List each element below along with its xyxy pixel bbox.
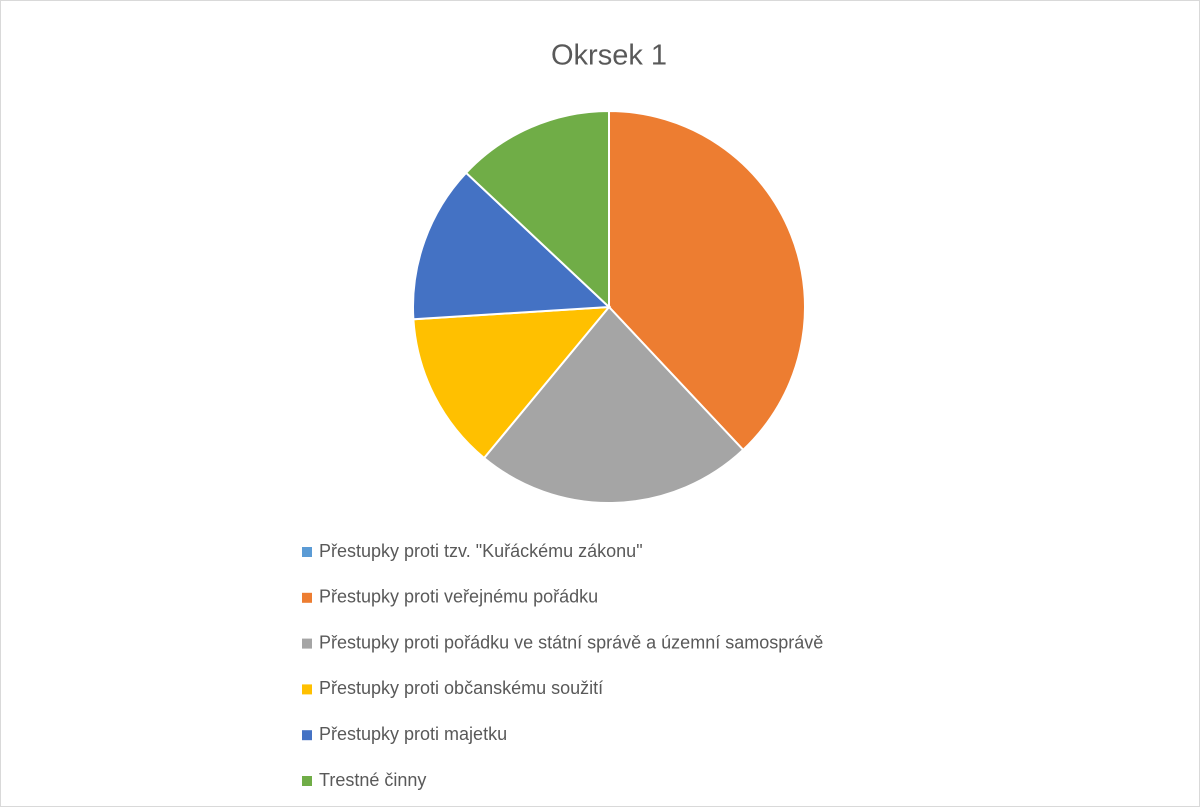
chart-title: Okrsek 1 bbox=[551, 40, 667, 72]
pie-slice bbox=[608, 109, 806, 452]
legend-swatch bbox=[302, 592, 312, 603]
legend-swatch bbox=[302, 638, 312, 649]
legend-label: Přestupky proti tzv. "Kuřáckému zákonu" bbox=[319, 541, 643, 561]
legend-label: Trestné činny bbox=[319, 770, 426, 790]
legend-label: Přestupky proti majetku bbox=[319, 724, 507, 744]
legend-swatch bbox=[302, 730, 312, 741]
pie-slice bbox=[412, 171, 612, 321]
legend-label: Přestupky proti občanskému soužití bbox=[319, 678, 603, 698]
pie-slice bbox=[412, 305, 612, 460]
legend-label: Přestupky proti veřejnému pořádku bbox=[319, 587, 598, 607]
legend-swatch bbox=[302, 776, 312, 786]
legend-swatch bbox=[302, 684, 312, 695]
legend-swatch bbox=[302, 547, 312, 557]
legend-label: Přestupky proti pořádku ve státní správě… bbox=[319, 632, 823, 652]
pie-slice bbox=[464, 109, 610, 310]
pie-slice bbox=[482, 305, 745, 504]
